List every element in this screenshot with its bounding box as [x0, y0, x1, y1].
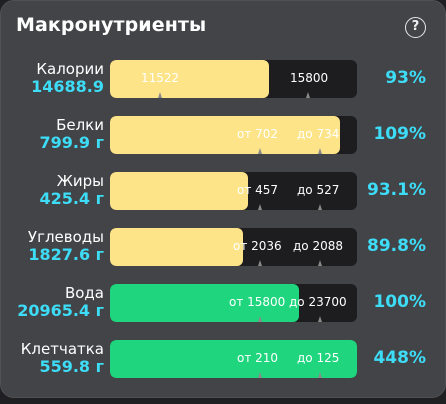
nutrient-row-calories: Калории 14688.9 11522 15800 93%	[1, 60, 446, 100]
nutrient-value: 799.9 г	[39, 133, 104, 152]
percent-value: 100%	[373, 292, 426, 312]
nutrient-value: 559.8 г	[39, 357, 104, 376]
nutrient-row-fiber: Клетчатка 559.8 г от 210 до 125 448%	[1, 340, 446, 380]
progress-fill	[110, 60, 270, 98]
percent-value: 109%	[373, 124, 426, 144]
progress-bar: от 457 до 527	[110, 172, 357, 210]
tick-marker	[258, 204, 262, 210]
tick-marker	[318, 204, 322, 210]
tick-marker	[318, 316, 322, 322]
tick-marker	[258, 260, 262, 266]
percent-value: 89.8%	[367, 236, 426, 256]
nutrient-name: Вода	[64, 284, 104, 302]
nutrient-row-protein: Белки 799.9 г от 702 до 734 109%	[1, 116, 446, 156]
tick-marker	[318, 372, 322, 378]
tick-marker	[258, 316, 262, 322]
progress-bar: от 2036 до 2088	[110, 228, 357, 266]
nutrient-row-water: Вода 20965.4 г от 15800 до 23700 100%	[1, 284, 446, 324]
nutrient-name: Белки	[56, 116, 104, 134]
nutrient-row-carbs: Углеводы 1827.6 г от 2036 до 2088 89.8%	[1, 228, 446, 268]
nutrient-value: 20965.4 г	[17, 301, 104, 320]
progress-bar: 11522 15800	[110, 60, 357, 98]
progress-fill	[110, 116, 340, 154]
nutrient-value: 425.4 г	[39, 189, 104, 208]
nutrient-name: Клетчатка	[20, 340, 104, 358]
progress-bar: от 15800 до 23700	[110, 284, 357, 322]
nutrient-name: Калории	[36, 60, 104, 78]
tick-marker	[306, 92, 310, 98]
nutrient-name: Углеводы	[27, 228, 104, 246]
range-low-text: от 210	[237, 351, 279, 365]
tick-marker	[318, 148, 322, 154]
range-low-text: от 2036	[233, 239, 282, 253]
range-high-text: 15800	[290, 71, 329, 85]
tick-marker	[258, 148, 262, 154]
percent-value: 93%	[385, 68, 426, 88]
range-high-text: до 527	[297, 183, 340, 197]
percent-value: 448%	[373, 348, 426, 368]
range-low-text: от 15800	[229, 295, 286, 309]
range-high-text: до 2088	[293, 239, 343, 253]
nutrient-row-fat: Жиры 425.4 г от 457 до 527 93.1%	[1, 172, 446, 212]
range-low-text: 11522	[141, 71, 180, 85]
help-icon[interactable]: ?	[405, 17, 426, 38]
nutrient-value: 14688.9	[31, 77, 104, 96]
range-high-text: до 125	[297, 351, 340, 365]
tick-marker	[258, 372, 262, 378]
percent-value: 93.1%	[367, 180, 426, 200]
progress-bar: от 210 до 125	[110, 340, 357, 378]
progress-fill	[110, 284, 299, 322]
range-low-text: от 702	[237, 127, 279, 141]
panel-title: Макронутриенты	[16, 14, 207, 36]
tick-marker	[318, 260, 322, 266]
range-high-text: до 734	[297, 127, 340, 141]
range-high-text: до 23700	[289, 295, 347, 309]
progress-fill	[110, 172, 249, 210]
nutrient-value: 1827.6 г	[28, 245, 104, 264]
nutrient-name: Жиры	[56, 172, 104, 190]
progress-fill	[110, 228, 244, 266]
progress-bar: от 702 до 734	[110, 116, 357, 154]
range-low-text: от 457	[237, 183, 279, 197]
tick-marker	[158, 92, 162, 98]
progress-fill	[110, 340, 357, 378]
